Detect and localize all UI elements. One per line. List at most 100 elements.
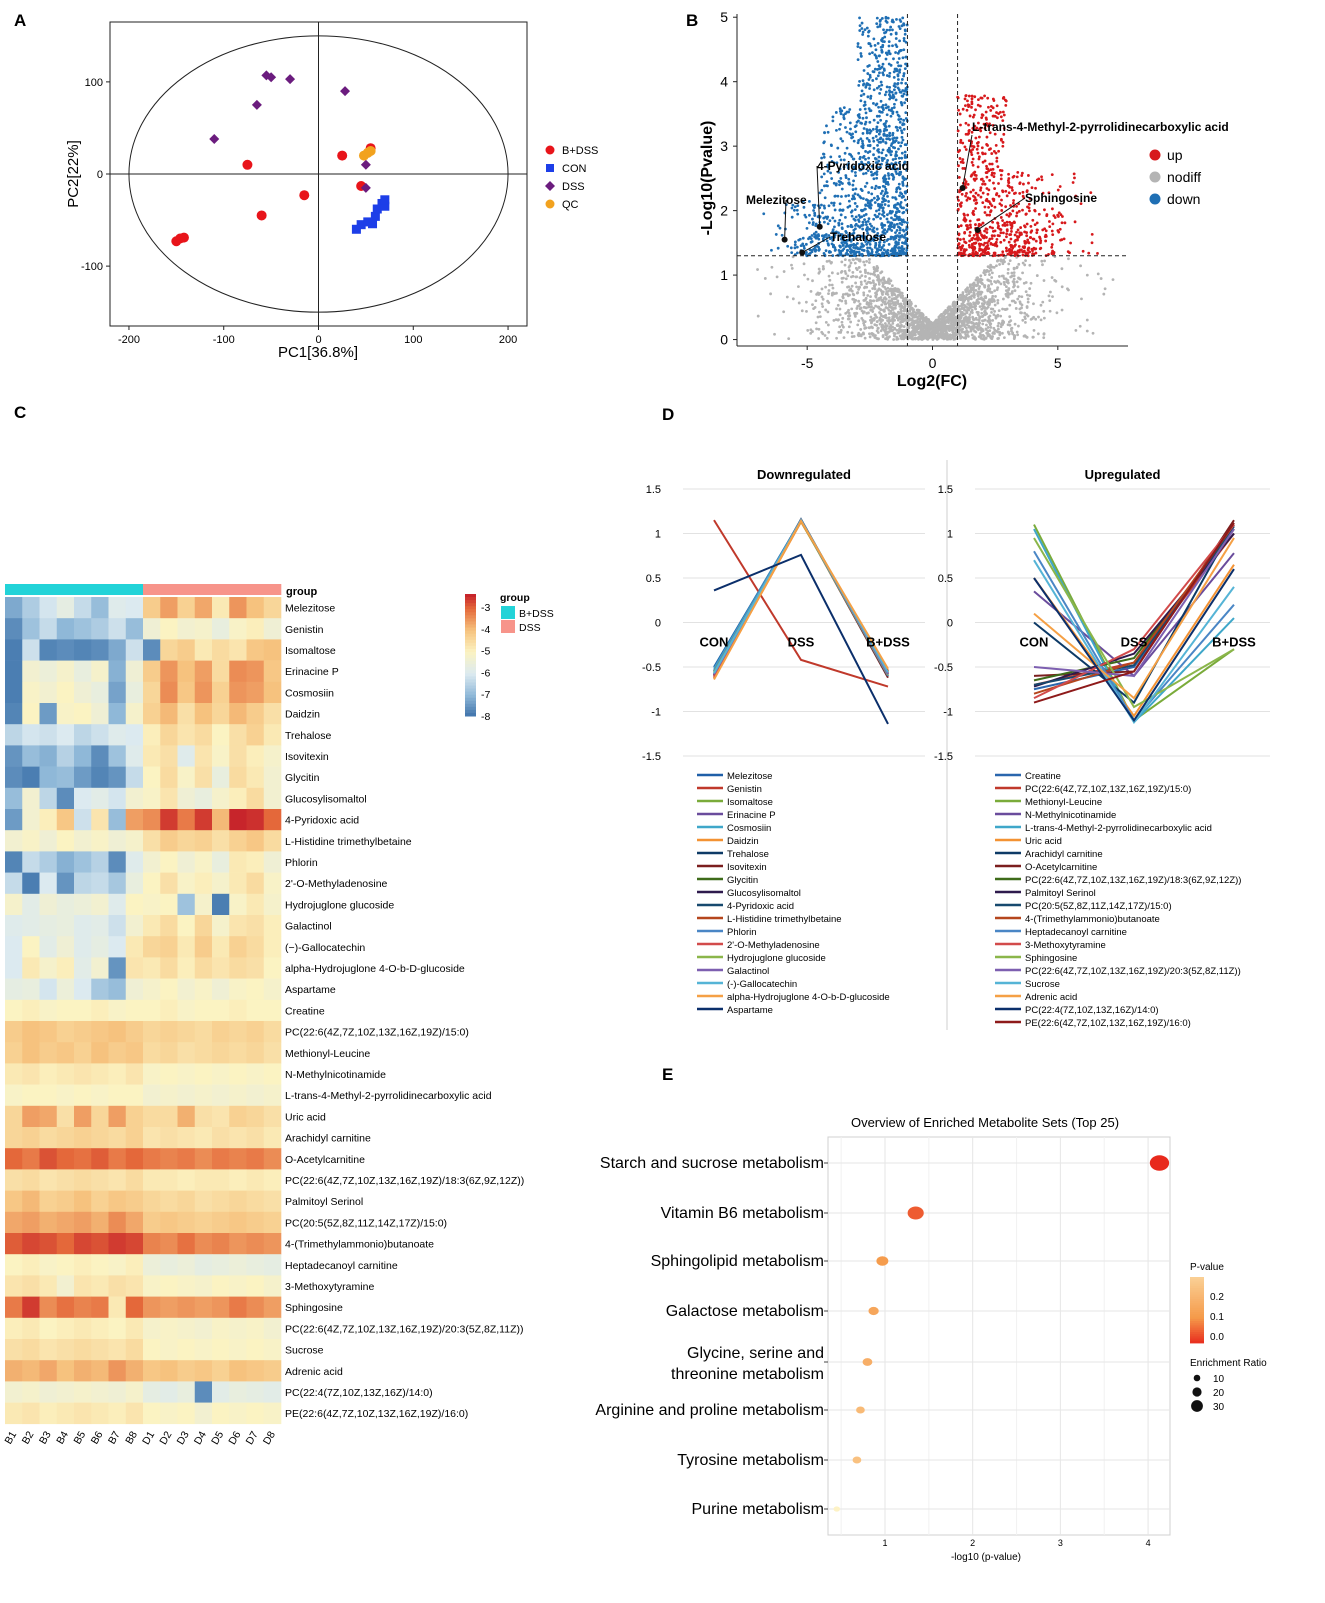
volcano-point — [879, 308, 883, 312]
volcano-point — [850, 335, 854, 338]
volcano-point — [983, 309, 987, 313]
heatmap-cell — [143, 1084, 161, 1107]
volcano-point — [976, 302, 980, 305]
volcano-point — [1008, 315, 1012, 319]
volcano-point — [1001, 250, 1005, 254]
heatmap-cell — [160, 1339, 178, 1361]
volcano-point-up — [1030, 186, 1034, 190]
volcano-point — [1060, 267, 1064, 271]
volcano-point — [942, 337, 946, 341]
volcano-point-up — [979, 186, 983, 190]
volcano-point-down — [882, 248, 886, 252]
heatmap-cell — [160, 724, 178, 746]
heatmap-cell — [56, 1021, 75, 1043]
volcano-point-down — [900, 156, 904, 160]
volcano-point — [960, 311, 964, 314]
volcano-point — [883, 300, 887, 304]
volcano-point-down — [890, 173, 894, 176]
heatmap-cell — [177, 1148, 196, 1170]
volcano-point-up — [966, 224, 969, 227]
volcano-point-up — [1040, 175, 1043, 179]
heatmap-colorbar-segment — [465, 667, 476, 671]
volcano-point — [787, 337, 791, 341]
volcano-point — [790, 206, 794, 210]
heatmap-colorbar-segment — [465, 600, 476, 604]
volcano-point-up — [1038, 235, 1041, 239]
heatmap-cell — [143, 1063, 161, 1085]
volcano-point-up — [1030, 229, 1034, 233]
heatmap-cell — [263, 1063, 282, 1085]
volcano-point-up — [991, 197, 995, 201]
volcano-point-down — [846, 166, 850, 170]
volcano-point-up — [960, 160, 964, 164]
volcano-point-down — [859, 137, 863, 141]
heatmap-cell — [56, 1084, 75, 1107]
heatmap-cell — [246, 1105, 265, 1128]
heatmap-cell — [5, 1275, 23, 1297]
volcano-point-up — [1058, 227, 1062, 231]
heatmap-colorbar-segment — [465, 609, 476, 613]
heatmap-colorbar-segment — [465, 642, 476, 647]
volcano-point-up — [1001, 219, 1004, 222]
volcano-point-down — [830, 160, 834, 163]
heatmap-cell — [212, 724, 230, 746]
volcano-point — [841, 296, 845, 300]
volcano-point-down — [900, 141, 904, 145]
volcano-point — [1028, 287, 1032, 290]
volcano-point-down — [835, 182, 838, 186]
volcano-point — [976, 294, 980, 298]
heatmap-cell — [177, 957, 196, 979]
heatmap-cell — [177, 1381, 196, 1403]
heatmap-col-label: B7 — [106, 1429, 123, 1446]
volcano-point-down — [873, 44, 877, 47]
volcano-point — [868, 280, 872, 284]
volcano-point-down — [780, 233, 784, 237]
volcano-point — [1042, 336, 1046, 340]
volcano-point-down — [810, 234, 814, 237]
heatmap-cell — [74, 618, 92, 640]
volcano-point — [860, 274, 864, 278]
heatmap-cell — [229, 1317, 247, 1340]
volcano-point — [872, 299, 876, 303]
volcano-point — [924, 327, 928, 331]
volcano-point — [1042, 332, 1046, 336]
heatmap-cell — [125, 703, 144, 725]
volcano-point-down — [860, 89, 864, 93]
volcano-point — [850, 284, 854, 288]
volcano-point — [867, 261, 871, 264]
volcano-point-up — [979, 195, 983, 199]
volcano-point-up — [991, 220, 995, 224]
volcano-point-down — [868, 87, 871, 90]
volcano-point-up — [995, 104, 999, 108]
heatmap-cell — [246, 745, 265, 767]
volcano-point-down — [887, 242, 891, 246]
volcano-point-up — [967, 128, 971, 132]
volcano-point — [895, 324, 899, 327]
volcano-point — [930, 331, 934, 334]
volcano-point-up — [964, 132, 968, 136]
volcano-point — [1010, 271, 1014, 275]
volcano-point-down — [850, 214, 854, 218]
heatmap-cell — [74, 893, 92, 916]
heatmap-cell — [143, 681, 161, 704]
volcano-point-down — [880, 162, 883, 166]
volcano-point-down — [867, 217, 871, 221]
volcano-point — [973, 293, 976, 297]
volcano-point — [862, 260, 866, 264]
volcano-point-down — [901, 56, 905, 60]
heatmap-cell — [212, 936, 230, 958]
heatmap-cell — [39, 1105, 58, 1128]
volcano-point-down — [866, 34, 870, 38]
volcano-point — [1042, 309, 1046, 313]
volcano-point-up — [964, 104, 967, 108]
volcano-point — [1015, 280, 1019, 284]
heatmap-cell — [74, 1317, 92, 1340]
volcano-point-down — [797, 238, 801, 242]
volcano-point — [826, 323, 830, 327]
volcano-point-down — [857, 162, 861, 166]
volcano-point — [853, 261, 857, 265]
volcano-point-down — [853, 197, 856, 201]
volcano-point-down — [858, 29, 862, 32]
volcano-point — [1016, 285, 1020, 289]
